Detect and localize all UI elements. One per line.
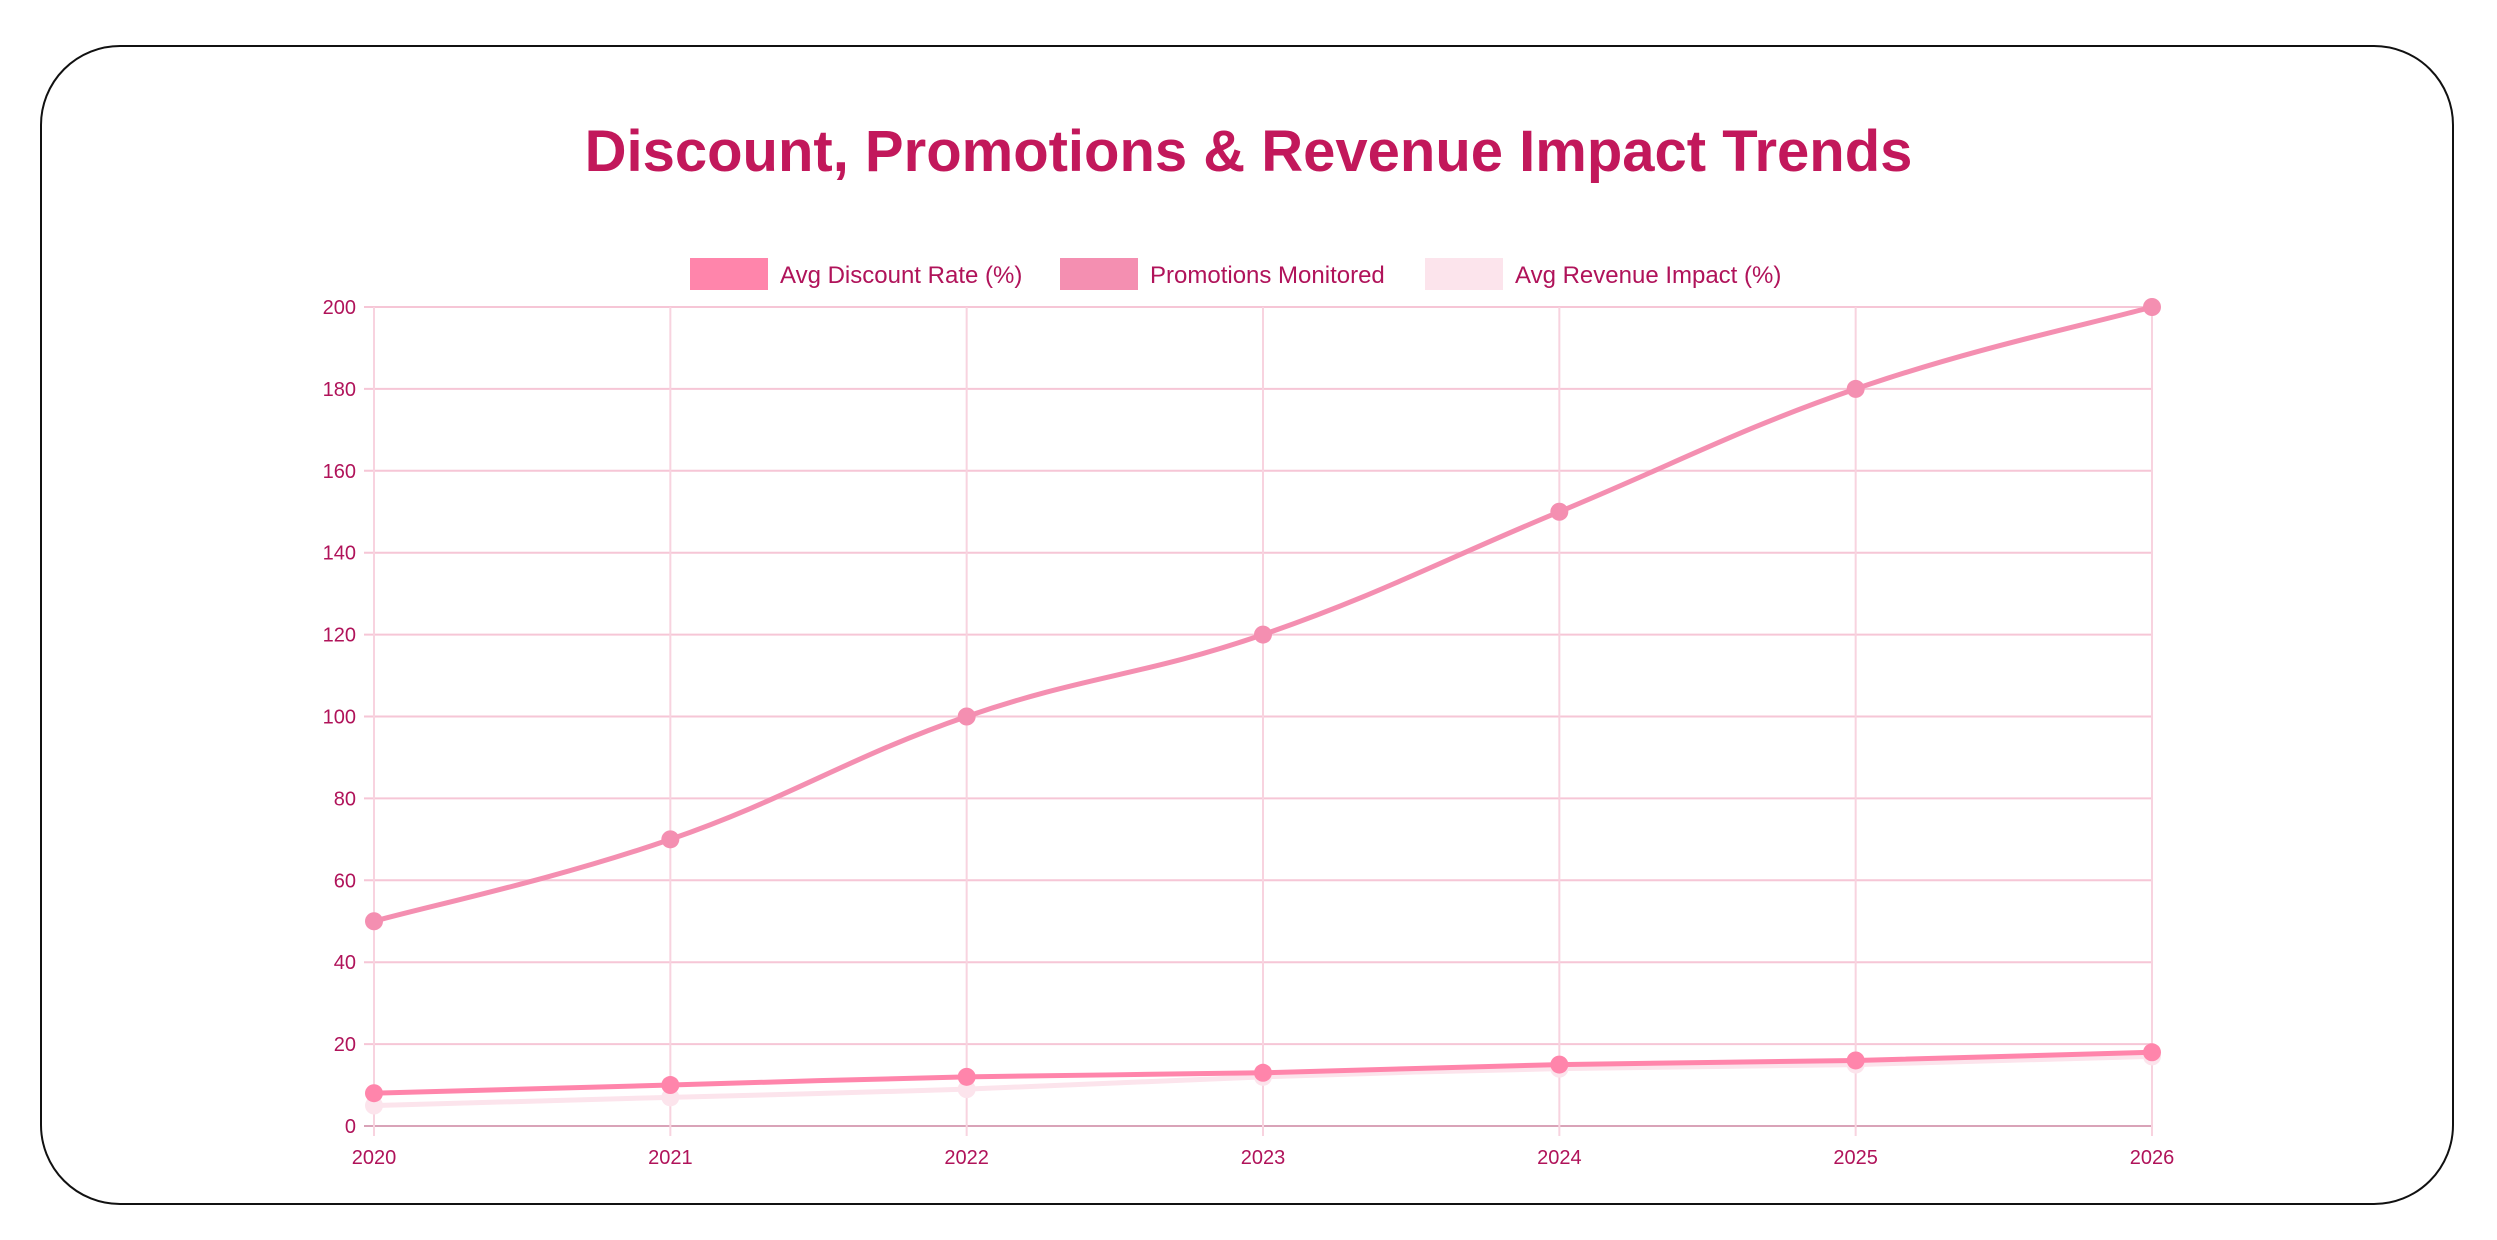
data-point-1 — [2143, 298, 2161, 316]
x-tick-label: 2022 — [944, 1147, 989, 1169]
data-point-1 — [1254, 625, 1272, 644]
y-tick-label: 0 — [345, 1116, 356, 1138]
data-point-0 — [661, 1076, 680, 1095]
y-axis: 0 20 40 60 80 100 120 140 160 180 200 — [323, 297, 356, 1138]
y-tick-label: 180 — [323, 379, 356, 401]
y-tick-label: 80 — [334, 788, 356, 810]
legend: Avg Discount Rate (%) Promotions Monitore… — [690, 258, 1781, 290]
x-axis: 2020 2021 2022 2023 2024 2025 2026 — [352, 1147, 2175, 1169]
legend-label: Avg Revenue Impact (%) — [1515, 262, 1781, 289]
legend-swatch — [1060, 258, 1138, 290]
data-point-0 — [1846, 1051, 1865, 1070]
data-point-0 — [1550, 1055, 1569, 1074]
x-tick-label: 2020 — [352, 1147, 397, 1169]
x-tick-label: 2021 — [648, 1147, 693, 1169]
data-point-0 — [2143, 1043, 2161, 1062]
y-tick-label: 60 — [334, 870, 356, 892]
data-point-1 — [661, 830, 680, 849]
y-tick-label: 120 — [323, 625, 356, 647]
y-tick-label: 20 — [334, 1034, 356, 1056]
x-tick-label: 2023 — [1241, 1147, 1286, 1169]
chart-card — [40, 45, 2454, 1205]
data-point-1 — [1846, 379, 1865, 398]
y-tick-label: 200 — [323, 297, 356, 319]
data-point-0 — [365, 1084, 383, 1103]
grid — [364, 306, 2153, 1136]
legend-swatch — [690, 258, 768, 290]
data-point-0 — [1254, 1063, 1272, 1082]
data-point-0 — [957, 1067, 976, 1086]
x-tick-label: 2026 — [2130, 1147, 2175, 1169]
data-point-1 — [1550, 502, 1569, 521]
legend-label: Promotions Monitored — [1150, 262, 1385, 289]
data-point-1 — [365, 912, 383, 931]
legend-label: Avg Discount Rate (%) — [780, 262, 1022, 289]
y-tick-label: 40 — [334, 952, 356, 974]
data-point-1 — [957, 707, 976, 726]
chart-title: Discount, Promotions & Revenue Impact Tr… — [584, 119, 1913, 184]
y-tick-label: 140 — [323, 543, 356, 565]
x-tick-label: 2024 — [1537, 1147, 1582, 1169]
legend-swatch — [1425, 258, 1503, 290]
y-tick-label: 160 — [323, 461, 356, 483]
series-lines — [365, 298, 2161, 1115]
y-tick-label: 100 — [323, 707, 356, 729]
x-tick-label: 2025 — [1833, 1147, 1878, 1169]
